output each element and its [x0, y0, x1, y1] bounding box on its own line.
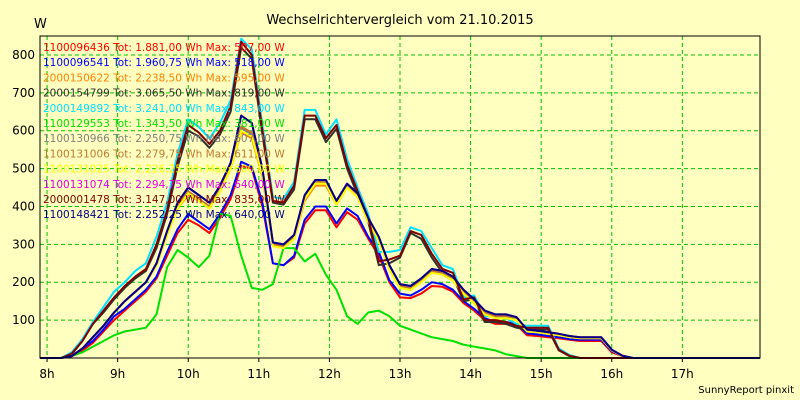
y-tick-label: 200	[12, 275, 35, 289]
legend-entry-1100131074: 1100131074 Tot: 2.294,75 Wh Max: 640,00 …	[43, 179, 285, 191]
x-tick-label: 9h	[110, 367, 125, 381]
x-tick-label: 11h	[247, 367, 270, 381]
footer-credit: SunnyReport pinxit	[698, 385, 794, 396]
y-tick-label: 600	[12, 124, 35, 138]
x-tick-label: 16h	[600, 367, 623, 381]
x-tick-label: 13h	[389, 367, 412, 381]
legend-entry-1100130966: 1100130966 Tot: 2.250,75 Wh Max: 607,00 …	[43, 133, 285, 145]
legend-entry-1100129553: 1100129553 Tot: 1.343,50 Wh Max: 381,00 …	[43, 118, 285, 130]
y-tick-label: 800	[12, 48, 35, 62]
legend-entry-1100096436: 1100096436 Tot: 1.881,00 Wh Max: 507,00 …	[43, 42, 285, 54]
y-tick-label: 100	[12, 313, 35, 327]
legend-entry-1100096541: 1100096541 Tot: 1.960,75 Wh Max: 518,00 …	[43, 57, 285, 69]
legend: 1100096436 Tot: 1.881,00 Wh Max: 507,00 …	[43, 42, 285, 221]
legend-entry-2000149892: 2000149892 Tot: 3.241,00 Wh Max: 843,00 …	[43, 103, 285, 115]
y-axis-label: W	[34, 17, 47, 32]
x-tick-label: 10h	[177, 367, 200, 381]
x-tick-label: 17h	[671, 367, 694, 381]
y-tick-label: 700	[12, 86, 35, 100]
legend-entry-1100131006: 1100131006 Tot: 2.279,75 Wh Max: 611,00 …	[43, 148, 285, 160]
x-tick-label: 14h	[459, 367, 482, 381]
y-tick-label: 500	[12, 162, 35, 176]
legend-entry-1100148421: 1100148421 Tot: 2.252,25 Wh Max: 640,00 …	[43, 209, 285, 221]
legend-entry-2000154799: 2000154799 Tot: 3.065,50 Wh Max: 819,00 …	[43, 88, 285, 100]
legend-entry-1100131025: 1100131025 Tot: 2.226,25 Wh Max: 600,00 …	[43, 164, 285, 176]
legend-entry-2000150622: 2000150622 Tot: 2.238,50 Wh Max: 595,00 …	[43, 72, 285, 84]
legend-entry-2000001478: 2000001478 Tot: 3.147,00 Wh Max: 835,00 …	[43, 194, 285, 206]
chart-title: Wechselrichtervergleich vom 21.10.2015	[266, 13, 533, 28]
plot-frame	[39, 35, 761, 359]
x-tick-label: 8h	[39, 367, 54, 381]
x-tick-label: 12h	[318, 367, 341, 381]
y-tick-label: 400	[12, 199, 35, 213]
y-tick-label: 300	[12, 237, 35, 251]
x-tick-label: 15h	[530, 367, 553, 381]
axes: 100 200 300 400 500 600 700 800 8h 9h 10h 11h 12h 13h…	[12, 35, 761, 381]
